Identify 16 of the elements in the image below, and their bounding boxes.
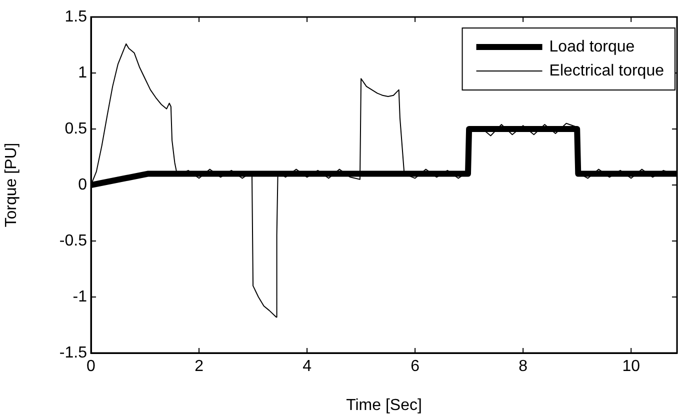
x-tick-label: 4 [302,358,312,376]
x-tick-label: 8 [518,358,528,376]
x-tick-label: 6 [410,358,420,376]
y-tick-label: 1.5 [64,8,88,26]
y-tick-label: 0.5 [64,120,88,138]
y-tick-label: 1 [78,64,88,82]
y-tick-label: 0 [78,176,88,194]
x-axis-title: Time [Sec] [346,396,422,414]
x-tick-label: 2 [194,358,204,376]
legend-label: Load torque [549,38,635,56]
y-tick-label: -1 [72,288,88,306]
y-tick-label: -1.5 [59,344,88,362]
legend-label: Electrical torque [549,62,664,80]
y-tick-label: -0.5 [59,232,88,250]
y-axis-title: Torque [PU] [3,142,20,228]
x-tick-label: 10 [622,358,640,376]
